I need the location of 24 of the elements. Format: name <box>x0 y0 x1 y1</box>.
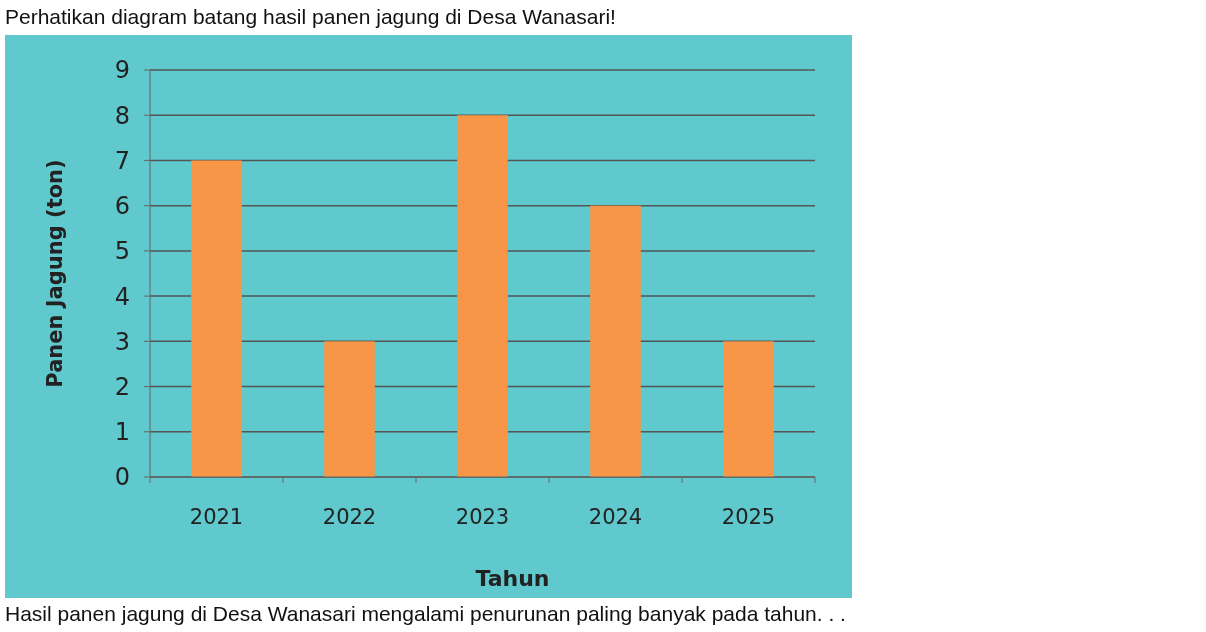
y-tick-label: 5 <box>114 237 130 266</box>
text: Hasil panen jagung di Desa Wanasari mengalami penurunan paling banyak pada tahun. . . <box>5 602 846 625</box>
y-tick-label: 2 <box>114 372 130 401</box>
bar <box>191 160 242 477</box>
x-axis-title: Tahun <box>475 566 550 591</box>
chart-title: Perhatikan diagram batang hasil panen jagung di Desa Wanasari! <box>5 5 616 28</box>
bar <box>457 115 508 477</box>
x-tick-label: 2022 <box>322 505 377 529</box>
y-axis-title: Panen Jagung (ton) <box>43 159 67 388</box>
x-tick-label: 2025 <box>721 505 776 529</box>
x-tick-label: 2021 <box>189 505 244 529</box>
y-tick-label: 3 <box>114 327 130 356</box>
y-tick-label: 9 <box>114 56 130 85</box>
y-tick-label: 8 <box>114 101 130 130</box>
y-tick-label: 4 <box>114 282 130 311</box>
y-tick-label: 6 <box>114 192 130 221</box>
y-tick-label: 1 <box>114 418 130 447</box>
y-tick-label: 0 <box>114 463 130 492</box>
bar <box>590 205 641 477</box>
bar <box>723 341 774 477</box>
y-tick-label: 7 <box>114 146 130 175</box>
x-tick-label: 2023 <box>455 505 510 529</box>
x-tick-label: 2024 <box>588 505 643 529</box>
bar <box>324 341 375 477</box>
